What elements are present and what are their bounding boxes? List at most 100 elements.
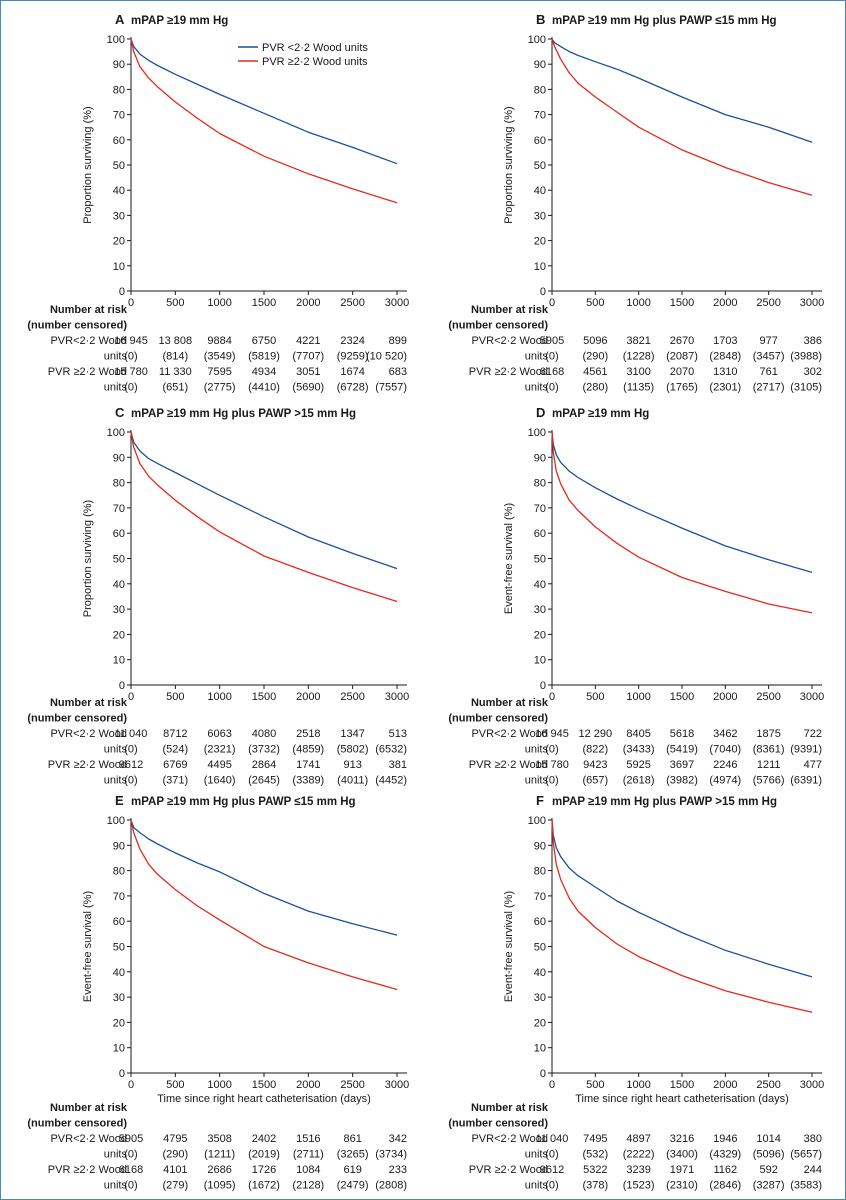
panel-e-risk-low-cell: 5905 xyxy=(119,1133,143,1145)
panel-e-risk-group-high: PVR ≥2·2 Wood xyxy=(48,1164,127,1176)
panel-a-risk-low-cell: 9884 xyxy=(207,335,231,347)
panel-a-cens-high-cell: (5690) xyxy=(292,382,324,394)
panel-b-cens-high-cell: (3105) xyxy=(790,382,822,394)
panel-b-x-tick-label: 1000 xyxy=(626,297,650,309)
panel-c-risk-low-cell: 4080 xyxy=(252,728,276,740)
panel-c-x-tick-label: 2500 xyxy=(340,691,364,703)
panel-e-y-tick-label: 40 xyxy=(113,967,125,979)
panel-e-cens-low-cell: (290) xyxy=(162,1149,188,1161)
panel-b-cens-high-cell: (2717) xyxy=(753,382,785,394)
panel-c-cens-high-cell: (4011) xyxy=(337,775,368,787)
panel-a-y-tick-label: 20 xyxy=(113,236,125,248)
panel-b-title: mPAP ≥19 mm Hg plus PAWP ≤15 mm Hg xyxy=(552,15,777,27)
panel-d-cens-high-cell: (0) xyxy=(545,775,558,787)
panel-d-risk-group-high-units: units xyxy=(525,775,549,787)
panel-d-risk-high-cell: 2246 xyxy=(713,759,737,771)
panel-f-x-tick-label: 3000 xyxy=(800,1079,824,1091)
panel-e-y-tick-label: 10 xyxy=(113,1043,125,1055)
panel-c-letter: C xyxy=(115,405,125,420)
panel-e-x-tick-label: 0 xyxy=(128,1079,134,1091)
panel-c-y-tick-label: 20 xyxy=(113,629,125,641)
panel-c-risk-group-high-units: units xyxy=(104,775,128,787)
panel-f-y-tick-label: 10 xyxy=(534,1043,546,1055)
panel-f-y-tick-label: 30 xyxy=(534,992,546,1004)
panel-b-x-tick-label: 2000 xyxy=(713,297,737,309)
panel-a-cens-low-cell: (5819) xyxy=(248,351,280,363)
panel-d-y-tick-label: 10 xyxy=(534,655,546,667)
panel-d-x-tick-label: 500 xyxy=(586,691,604,703)
panel-e-risk-low-cell: 4795 xyxy=(163,1133,187,1145)
panel-a-x-tick-label: 1500 xyxy=(252,297,276,309)
panel-c-risk-high-cell: 381 xyxy=(389,759,407,771)
panel-f-y-tick-label: 90 xyxy=(534,840,546,852)
panel-c-cens-high-cell: (1640) xyxy=(204,775,236,787)
panel-c-y-tick-label: 70 xyxy=(113,503,125,515)
panel-a-cens-low-cell: (7707) xyxy=(292,351,324,363)
panel-e-y-tick-label: 30 xyxy=(113,992,125,1004)
panel-b-risk-group-low-units: units xyxy=(525,351,549,363)
panel-b-risk-high-cell: 2070 xyxy=(670,366,694,378)
panel-b-risk-high-cell: 3100 xyxy=(626,366,650,378)
panel-a-cens-low-cell: (10 520) xyxy=(366,351,407,363)
panel-f-y-tick-label: 0 xyxy=(540,1068,546,1080)
panel-b-cens-high-cell: (1765) xyxy=(666,382,698,394)
panel-f-y-tick-label: 100 xyxy=(528,815,546,827)
panel-b-risk-group-low: PVR<2·2 Wood xyxy=(471,335,548,347)
panel-b-cens-high-cell: (0) xyxy=(545,382,558,394)
panel-e-cens-high-cell: (2128) xyxy=(292,1180,324,1192)
panel-d-cens-low-cell: (3433) xyxy=(623,744,655,756)
panel-e-y-tick-label: 0 xyxy=(119,1068,125,1080)
panel-a-risk-group-high: PVR ≥2·2 Wood xyxy=(48,366,127,378)
panel-e-y-tick-label: 70 xyxy=(113,891,125,903)
panel-b-y-tick-label: 50 xyxy=(534,160,546,172)
panel-d-y-tick-label: 20 xyxy=(534,629,546,641)
panel-c-risk-high-cell: 6769 xyxy=(163,759,187,771)
panel-a-x-tick-label: 0 xyxy=(128,297,134,309)
panel-e-y-axis-label: Event-free survival (%) xyxy=(82,891,94,1002)
panel-b-risk-low-cell: 2670 xyxy=(670,335,694,347)
panel-b-cens-low-cell: (2848) xyxy=(709,351,741,363)
panel-d-title: mPAP ≥19 mm Hg xyxy=(552,408,649,420)
panel-f-cens-low-cell: (5657) xyxy=(790,1149,822,1161)
panel-a-risk-group-low: PVR<2·2 Wood xyxy=(50,335,127,347)
panel-d-risk-low-cell: 12 290 xyxy=(579,728,613,740)
panel-d-cens-high-cell: (3982) xyxy=(666,775,698,787)
panel-b-risk-low-cell: 3821 xyxy=(626,335,650,347)
panel-c-cens-low-cell: (524) xyxy=(162,744,188,756)
panel-d-x-tick-label: 1000 xyxy=(626,691,650,703)
panel-a-cens-low-cell: (3549) xyxy=(204,351,236,363)
panel-f-y-tick-label: 80 xyxy=(534,866,546,878)
panel-d-risk-group-low-units: units xyxy=(525,744,549,756)
panel-c-series-pvr-high-line xyxy=(130,431,398,603)
panel-b-y-tick-label: 10 xyxy=(534,261,546,273)
panel-a-x-tick-label: 1000 xyxy=(207,297,231,309)
panel-d-y-tick-label: 60 xyxy=(534,528,546,540)
panel-b-x-tick-label: 3000 xyxy=(800,297,824,309)
panel-f-y-tick-label: 40 xyxy=(534,967,546,979)
panel-a-x-tick-label: 500 xyxy=(166,297,184,309)
panel-c-risk-low-cell: 1347 xyxy=(340,728,364,740)
panel-f-risk-header: Number at risk xyxy=(471,1102,549,1114)
panel-c-y-tick-label: 30 xyxy=(113,604,125,616)
panel-e-risk-group-low-units: units xyxy=(104,1149,128,1161)
panel-c-title: mPAP ≥19 mm Hg plus PAWP >15 mm Hg xyxy=(131,408,356,420)
panel-c-risk-high-cell: 4495 xyxy=(207,759,231,771)
panel-b-risk-group-high: PVR ≥2·2 Wood xyxy=(469,366,548,378)
panel-e-cens-high-cell: (2808) xyxy=(375,1180,407,1192)
panel-f-risk-group-high: PVR ≥2·2 Wood xyxy=(469,1164,548,1176)
panel-c-risk-high-cell: 1741 xyxy=(296,759,320,771)
panel-f-risk-high-cell: 244 xyxy=(804,1164,822,1176)
panel-e-cens-low-cell: (0) xyxy=(124,1149,137,1161)
panel-b-risk-low-cell: 1703 xyxy=(713,335,737,347)
panel-b-letter: B xyxy=(536,12,545,27)
panel-e-risk-high-cell: 4101 xyxy=(163,1164,187,1176)
panel-f-cens-low-cell: (0) xyxy=(545,1149,558,1161)
legend-label-pvr-high: PVR ≥2·2 Wood units xyxy=(262,56,368,68)
panel-a-risk-high-cell: 15 780 xyxy=(114,366,148,378)
panel-c-x-tick-label: 0 xyxy=(128,691,134,703)
panel-d-risk-high-cell: 477 xyxy=(804,759,822,771)
panel-f-series-pvr-low-line xyxy=(551,819,813,978)
panel-c-y-tick-label: 100 xyxy=(107,427,125,439)
panel-b-cens-low-cell: (1228) xyxy=(623,351,655,363)
panel-e-y-tick-label: 20 xyxy=(113,1017,125,1029)
